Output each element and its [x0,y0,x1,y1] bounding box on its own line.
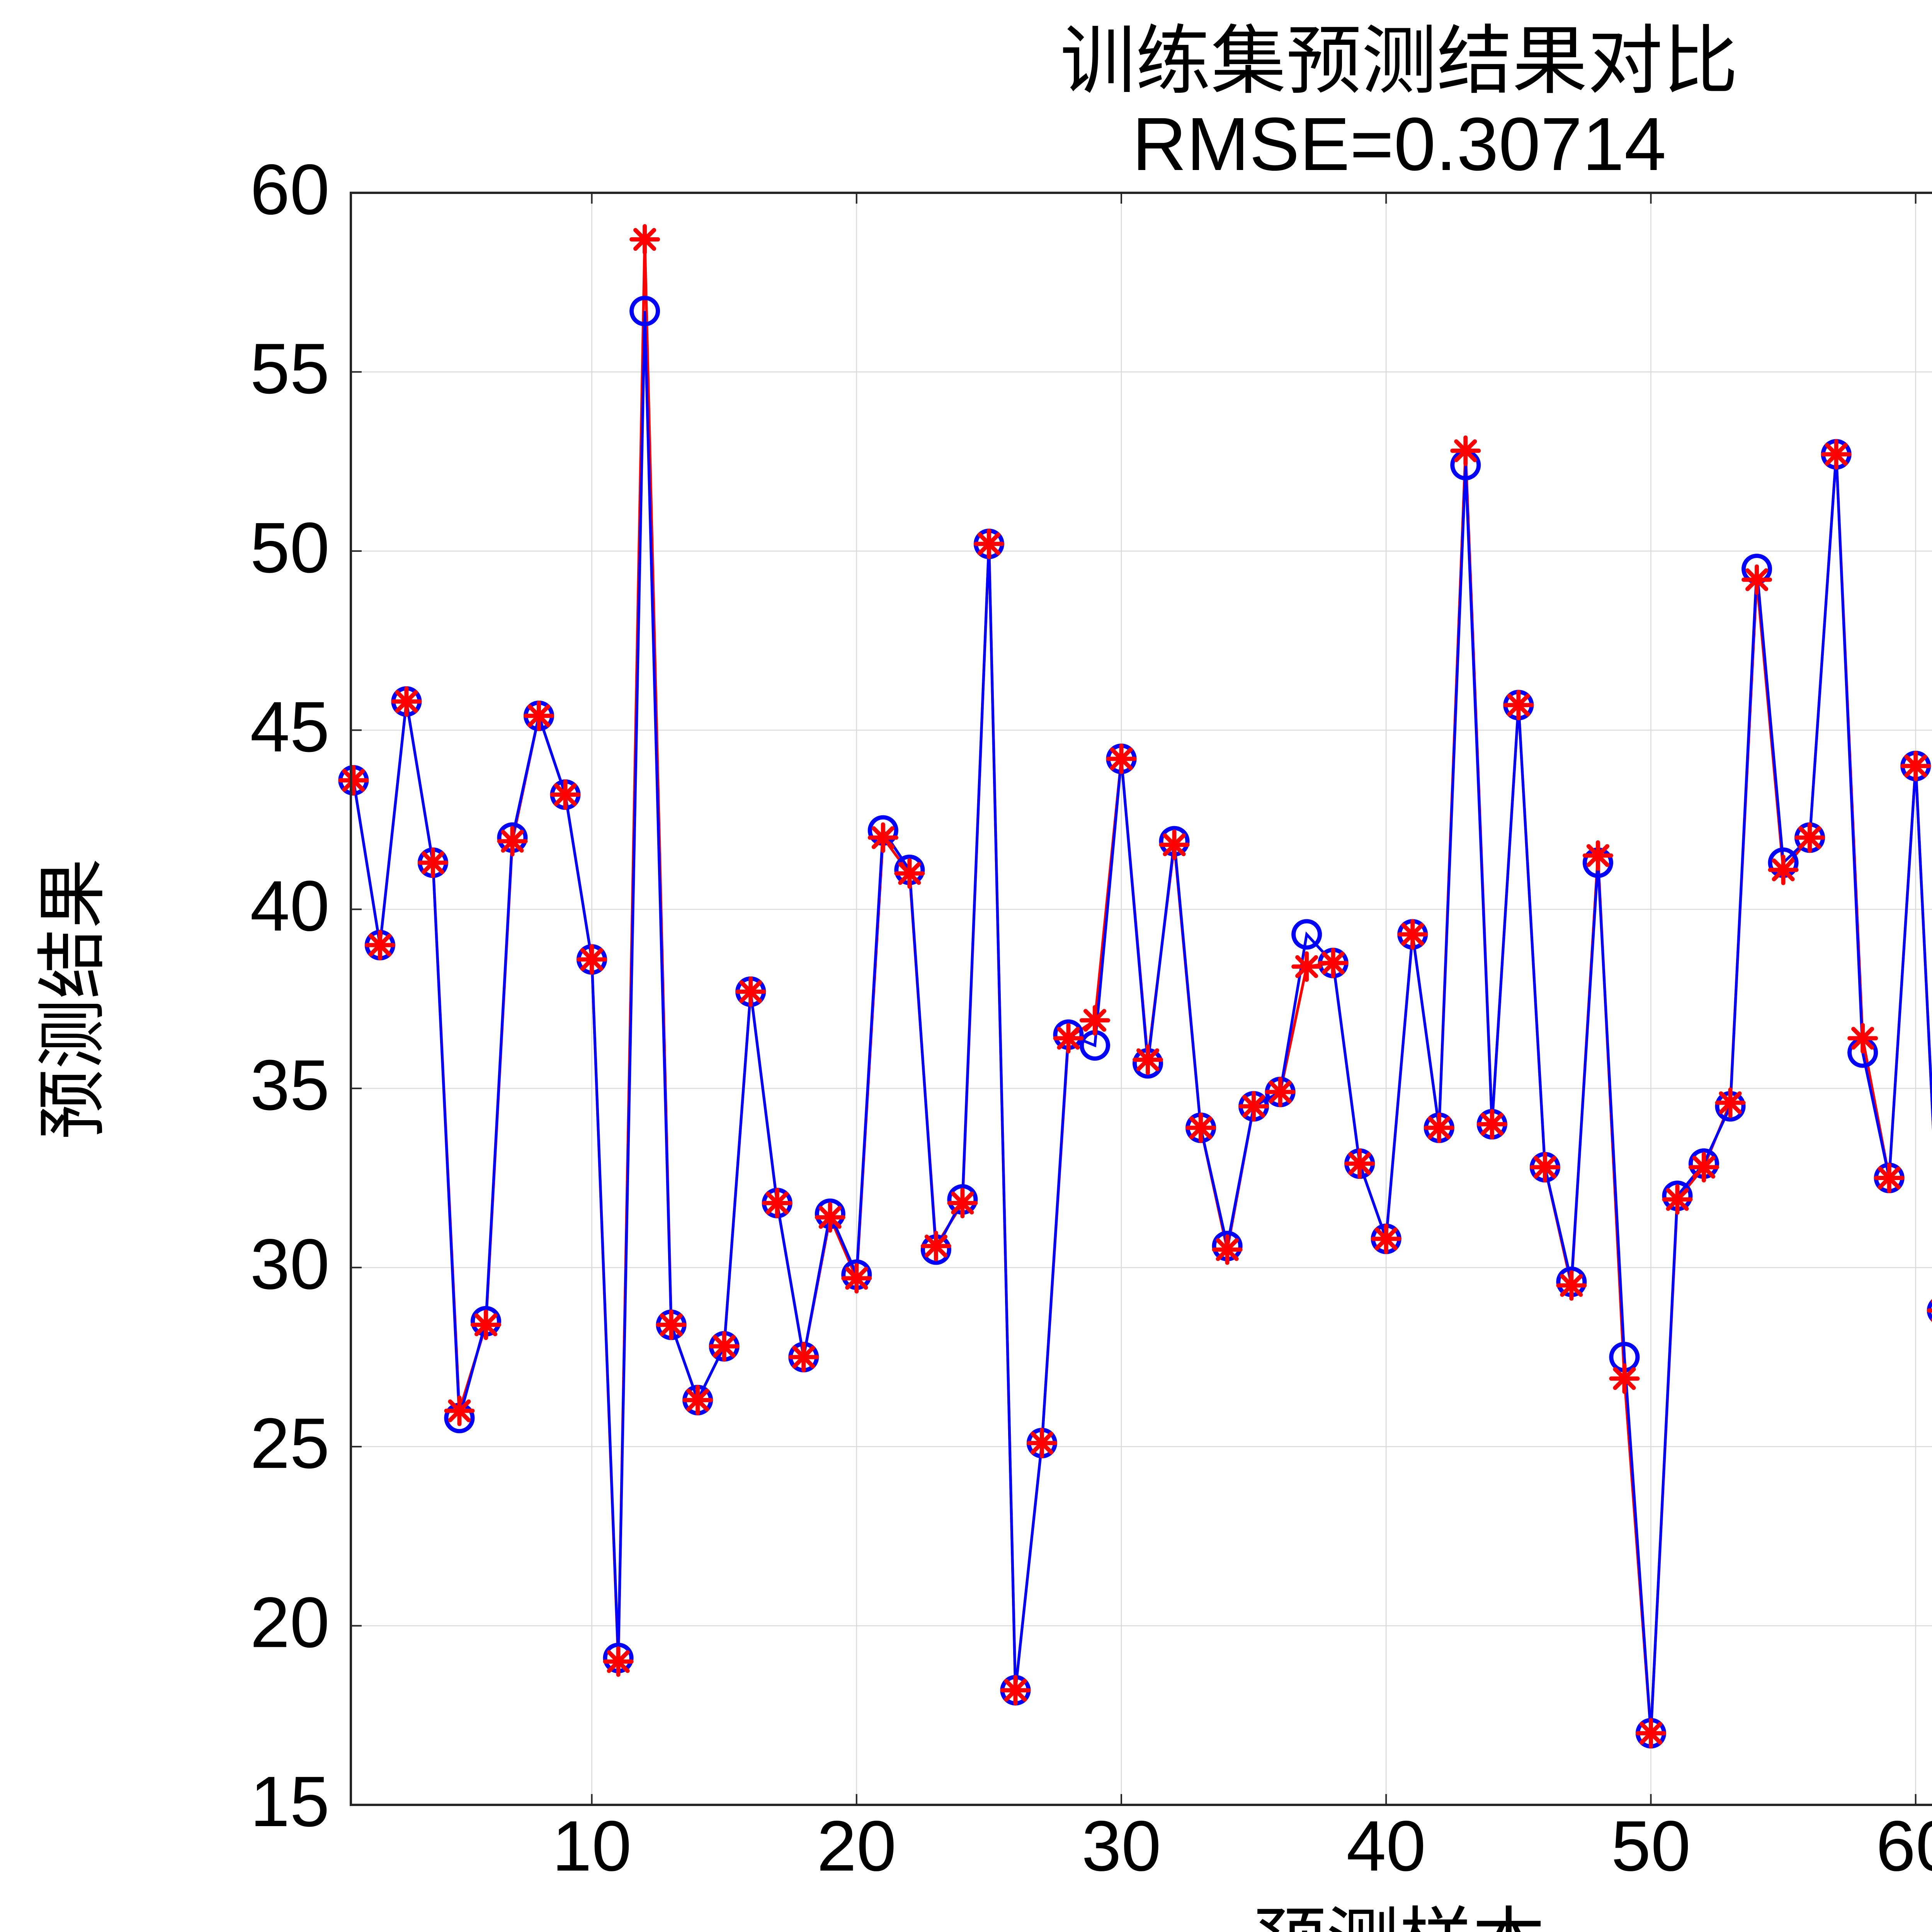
svg-text:15: 15 [250,1762,330,1842]
svg-text:20: 20 [817,1806,896,1886]
svg-text:40: 40 [1346,1806,1426,1886]
svg-text:45: 45 [250,687,330,767]
svg-text:20: 20 [250,1583,330,1662]
svg-text:30: 30 [250,1225,330,1304]
svg-text:60: 60 [250,150,330,230]
svg-text:RMSE=0.30714: RMSE=0.30714 [1132,102,1666,186]
svg-text:10: 10 [552,1806,632,1886]
svg-text:60: 60 [1876,1806,1932,1886]
svg-text:50: 50 [250,508,330,588]
svg-text:30: 30 [1082,1806,1161,1886]
svg-text:25: 25 [250,1404,330,1483]
svg-text:训练集预测结果对比: 训练集预测结果对比 [1060,20,1738,104]
svg-text:35: 35 [250,1046,330,1125]
svg-text:40: 40 [250,866,330,946]
svg-text:预测结果: 预测结果 [34,858,112,1139]
svg-text:预测样本: 预测样本 [1253,1902,1545,1932]
svg-text:50: 50 [1611,1806,1691,1886]
svg-text:55: 55 [250,329,330,409]
